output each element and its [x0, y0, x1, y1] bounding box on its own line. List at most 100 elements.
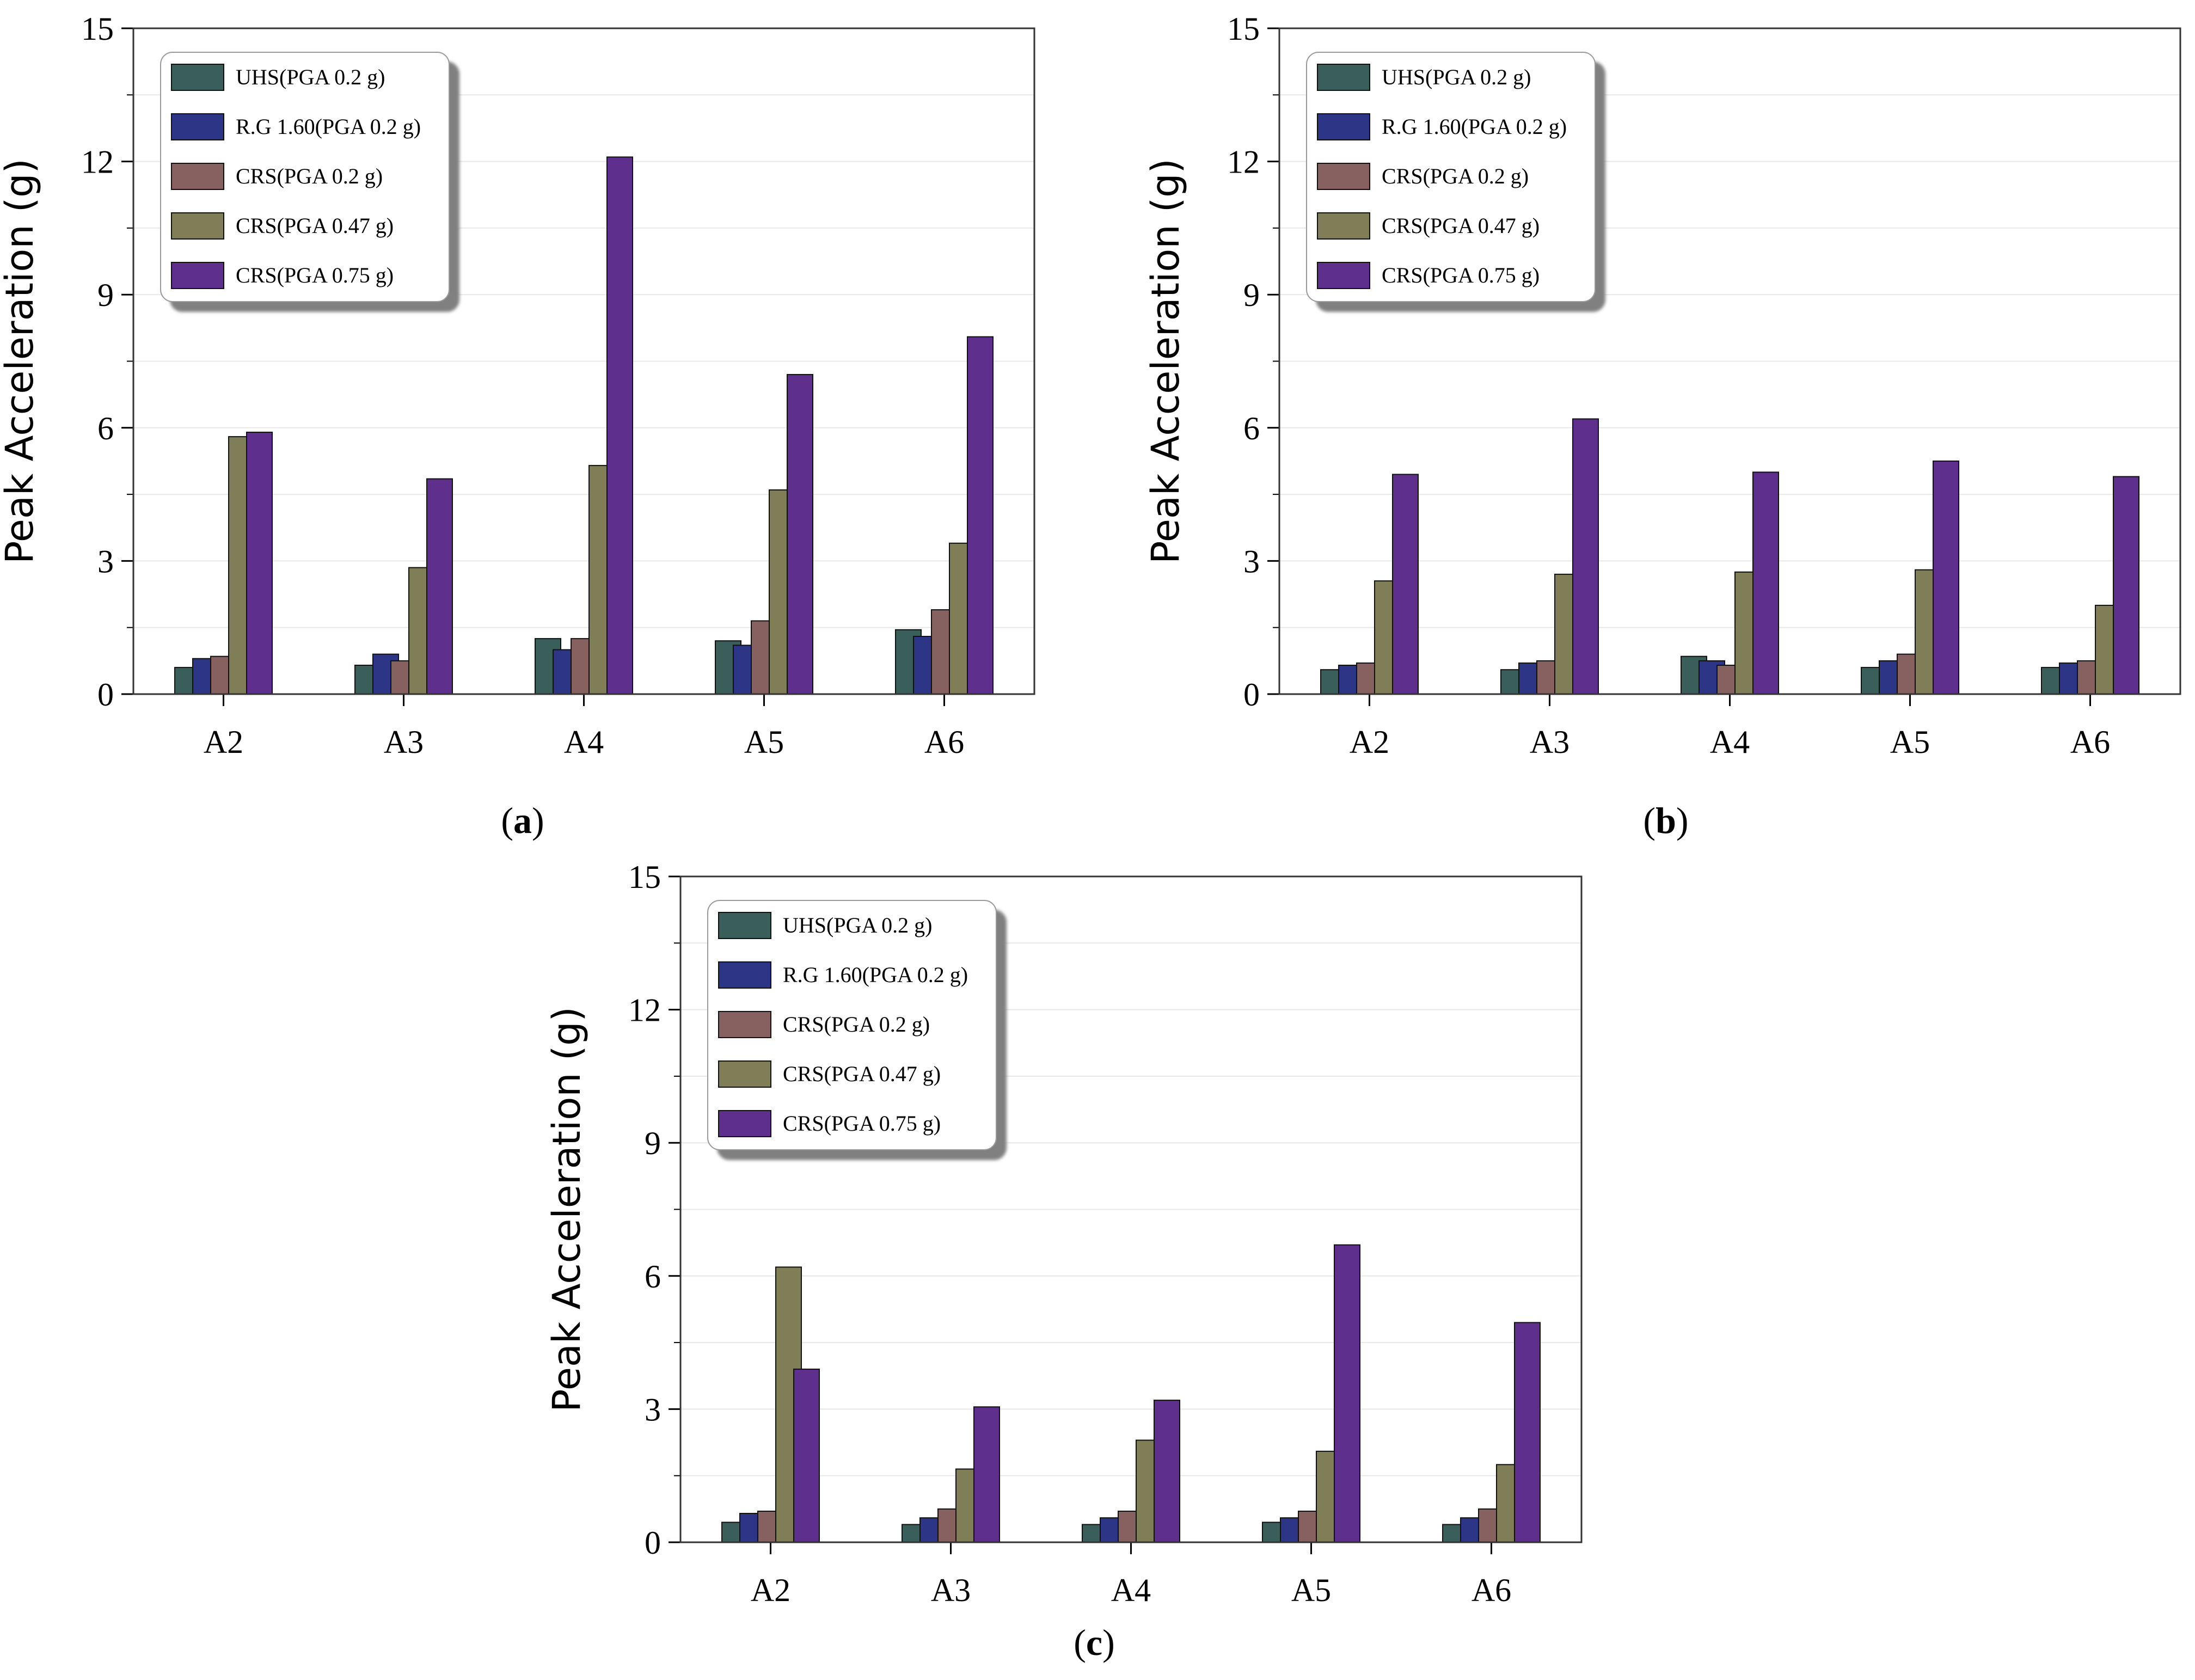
bar-a3-series-5 [973, 1406, 1000, 1543]
y-tick-label: 12 [81, 144, 114, 180]
legend-label: CRS(PGA 0.47 g) [783, 1062, 941, 1086]
x-tick-label: A3 [384, 724, 424, 760]
x-tick-label: A6 [2070, 724, 2110, 760]
chart-panel-c: 0 3 6 9 12 15 Peak Acceleration (g) A2 A3 A4 A5 A6 U… [544, 859, 1583, 1663]
legend-swatch [718, 1060, 771, 1088]
bar-a6-series-5 [2113, 476, 2139, 695]
bar-a6-series-5 [1514, 1322, 1541, 1543]
plot-frame [1278, 27, 2181, 695]
y-axis-label: Peak Acceleration (g) [544, 1007, 589, 1412]
panel-label: (a) [501, 800, 544, 841]
y-tick-label: 0 [645, 1525, 661, 1561]
y-tick-label: 15 [1227, 11, 1260, 47]
bar-a3-series-5 [426, 478, 453, 695]
legend-label: UHS(PGA 0.2 g) [1382, 65, 1531, 89]
panel-letter: b [1656, 800, 1676, 841]
y-tick-label: 12 [1227, 144, 1260, 180]
legend-label: CRS(PGA 0.75 g) [1382, 263, 1540, 287]
y-tick-label: 9 [1243, 277, 1260, 313]
y-tick-label: 15 [628, 859, 661, 895]
legend-swatch [718, 1011, 771, 1038]
x-tick-label: A4 [1111, 1572, 1151, 1608]
legend-swatch [171, 262, 224, 289]
legend: UHS(PGA 0.2 g) R.G 1.60(PGA 0.2 g) CRS(PGA… [160, 52, 450, 302]
panel-label: (c) [1074, 1622, 1115, 1663]
legend-label: UHS(PGA 0.2 g) [783, 913, 932, 937]
x-tick-label: A2 [751, 1572, 790, 1608]
legend-label: CRS(PGA 0.47 g) [236, 213, 394, 238]
legend: UHS(PGA 0.2 g) R.G 1.60(PGA 0.2 g) CRS(PGA… [707, 900, 997, 1150]
plot-frame [679, 875, 1583, 1543]
y-tick-label: 12 [628, 992, 661, 1028]
legend-label: CRS(PGA 0.2 g) [236, 164, 383, 188]
y-tick-label: 15 [81, 11, 114, 47]
legend-swatch [171, 113, 224, 140]
x-tick-label: A5 [1291, 1572, 1331, 1608]
bar-a4-series-5 [1154, 1400, 1180, 1543]
bar-a2-series-5 [793, 1369, 820, 1543]
legend-label: CRS(PGA 0.47 g) [1382, 213, 1540, 238]
legend-swatch [1317, 163, 1370, 190]
y-tick-label: 6 [1243, 410, 1260, 446]
legend-swatch [718, 961, 771, 989]
bar-a5-series-5 [787, 373, 813, 695]
legend-swatch [171, 212, 224, 240]
legend-box [1306, 52, 1596, 302]
legend-label: CRS(PGA 0.2 g) [1382, 164, 1529, 188]
y-tick-label: 3 [645, 1391, 661, 1427]
y-axis-label: Peak Acceleration (g) [1143, 158, 1188, 564]
bar-a5-series-5 [1933, 460, 1959, 695]
legend-label: R.G 1.60(PGA 0.2 g) [1382, 114, 1567, 139]
y-tick-label: 0 [97, 677, 114, 713]
bar-a3-series-5 [1572, 418, 1599, 695]
x-tick-label: A5 [744, 724, 784, 760]
y-tick-label: 9 [97, 277, 114, 313]
x-tick-label: A6 [924, 724, 964, 760]
legend-swatch [718, 912, 771, 939]
x-tick-label: A4 [564, 724, 604, 760]
legend-label: CRS(PGA 0.75 g) [236, 263, 394, 287]
x-tick-label: A5 [1890, 724, 1930, 760]
bar-a2-series-5 [1392, 474, 1419, 695]
legend-swatch [1317, 113, 1370, 140]
bar-a4-series-5 [606, 156, 633, 695]
x-tick-label: A6 [1471, 1572, 1511, 1608]
y-tick-label: 3 [97, 543, 114, 579]
legend-box [160, 52, 450, 302]
x-tick-label: A4 [1710, 724, 1750, 760]
legend-swatch [1317, 262, 1370, 289]
chart-panel-b: 0 3 6 9 12 15 Peak Acceleration (g) A2 A3 A4 A5 A6 U… [1143, 11, 2181, 841]
y-tick-label: 6 [645, 1259, 661, 1295]
bar-a5-series-5 [1334, 1244, 1360, 1543]
legend-swatch [171, 64, 224, 91]
legend-label: CRS(PGA 0.2 g) [783, 1012, 930, 1037]
bar-a4-series-5 [1752, 471, 1779, 695]
x-tick-label: A2 [204, 724, 243, 760]
x-tick-label: A3 [931, 1572, 971, 1608]
bar-a2-series-5 [246, 431, 273, 695]
chart-panel-a: 0 3 6 9 12 15 Peak Acceleration (g) A2 A3 A4 A5 A6 U… [0, 11, 1035, 841]
y-tick-label: 0 [1243, 677, 1260, 713]
legend-label: R.G 1.60(PGA 0.2 g) [236, 114, 421, 139]
legend-label: R.G 1.60(PGA 0.2 g) [783, 962, 968, 987]
panel-letter: a [513, 800, 532, 841]
y-tick-label: 3 [1243, 543, 1260, 579]
legend-box [707, 900, 997, 1150]
y-tick-label: 6 [97, 410, 114, 446]
legend: UHS(PGA 0.2 g) R.G 1.60(PGA 0.2 g) CRS(PGA… [1306, 52, 1596, 302]
legend-label: CRS(PGA 0.75 g) [783, 1111, 941, 1136]
plot-frame [132, 27, 1035, 695]
panel-letter: c [1086, 1622, 1102, 1663]
legend-label: UHS(PGA 0.2 g) [236, 65, 385, 89]
legend-swatch [1317, 64, 1370, 91]
y-tick-label: 9 [645, 1125, 661, 1161]
y-axis-label: Peak Acceleration (g) [0, 158, 42, 564]
x-tick-label: A3 [1530, 724, 1569, 760]
legend-swatch [171, 163, 224, 190]
legend-swatch [718, 1110, 771, 1137]
x-tick-label: A2 [1350, 724, 1389, 760]
bar-a6-series-5 [967, 336, 994, 695]
panel-label: (b) [1643, 800, 1688, 841]
legend-swatch [1317, 212, 1370, 240]
